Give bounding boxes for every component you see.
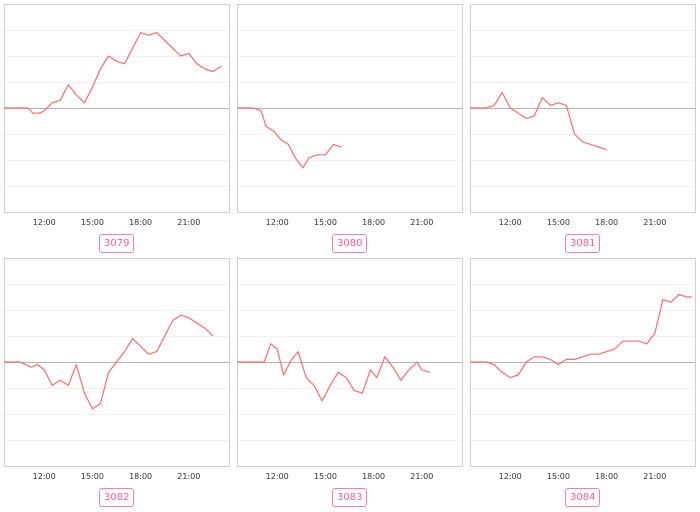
- chart-panel-3081: 12:00 15:00 18:00 21:00 3081: [470, 4, 700, 258]
- x-tick-label: 12:00: [499, 218, 522, 227]
- x-tick-label: 12:00: [499, 472, 522, 481]
- chart-panel-3084: 12:00 15:00 18:00 21:00 3084: [470, 258, 700, 512]
- line-chart: 12:00 15:00 18:00 21:00: [4, 4, 230, 227]
- series-line-3080: [237, 107, 342, 169]
- x-tick-label: 15:00: [81, 218, 104, 227]
- chart-panel-3083: 12:00 15:00 18:00 21:00 3083: [237, 258, 467, 512]
- x-tick-label: 12:00: [33, 472, 56, 481]
- x-tick-label: 18:00: [129, 218, 152, 227]
- line-chart: 12:00 15:00 18:00 21:00: [4, 258, 230, 481]
- panel-label-badge[interactable]: 3082: [99, 488, 135, 507]
- x-tick-label: 21:00: [643, 218, 666, 227]
- x-tick-label: 21:00: [177, 218, 200, 227]
- x-tick-label: 12:00: [33, 218, 56, 227]
- x-tick-label: 18:00: [129, 472, 152, 481]
- x-tick-label: 18:00: [362, 472, 385, 481]
- x-tick-label: 21:00: [177, 472, 200, 481]
- x-tick-label: 15:00: [314, 472, 337, 481]
- panel-label-badge[interactable]: 3083: [332, 488, 368, 507]
- series-line-3083: [237, 343, 431, 402]
- line-chart: 12:00 15:00 18:00 21:00: [237, 258, 463, 481]
- panel-label-badge[interactable]: 3080: [332, 234, 368, 253]
- panel-label-badge[interactable]: 3081: [565, 234, 601, 253]
- chart-panel-3079: 12:00 15:00 18:00 21:00 3079: [4, 4, 234, 258]
- line-chart: 12:00 15:00 18:00 21:00: [237, 4, 463, 227]
- line-chart: 12:00 15:00 18:00 21:00: [470, 258, 696, 481]
- x-tick-label: 18:00: [362, 218, 385, 227]
- series-line-3079: [4, 32, 222, 114]
- x-tick-label: 21:00: [410, 472, 433, 481]
- x-tick-label: 15:00: [547, 218, 570, 227]
- x-tick-label: 21:00: [643, 472, 666, 481]
- series-line-3082: [4, 314, 214, 410]
- x-tick-label: 15:00: [314, 218, 337, 227]
- x-tick-label: 15:00: [547, 472, 570, 481]
- series-line-3084: [470, 293, 692, 379]
- chart-panel-3080: 12:00 15:00 18:00 21:00 3080: [237, 4, 467, 258]
- x-tick-label: 12:00: [266, 218, 289, 227]
- panel-label-badge[interactable]: 3084: [565, 488, 601, 507]
- x-tick-label: 21:00: [410, 218, 433, 227]
- x-tick-label: 18:00: [595, 472, 618, 481]
- line-chart: 12:00 15:00 18:00 21:00: [470, 4, 696, 227]
- x-tick-label: 12:00: [266, 472, 289, 481]
- x-tick-label: 18:00: [595, 218, 618, 227]
- x-tick-label: 15:00: [81, 472, 104, 481]
- panel-label-badge[interactable]: 3079: [99, 234, 135, 253]
- chart-panel-3082: 12:00 15:00 18:00 21:00 3082: [4, 258, 234, 512]
- series-line-3081: [470, 91, 607, 151]
